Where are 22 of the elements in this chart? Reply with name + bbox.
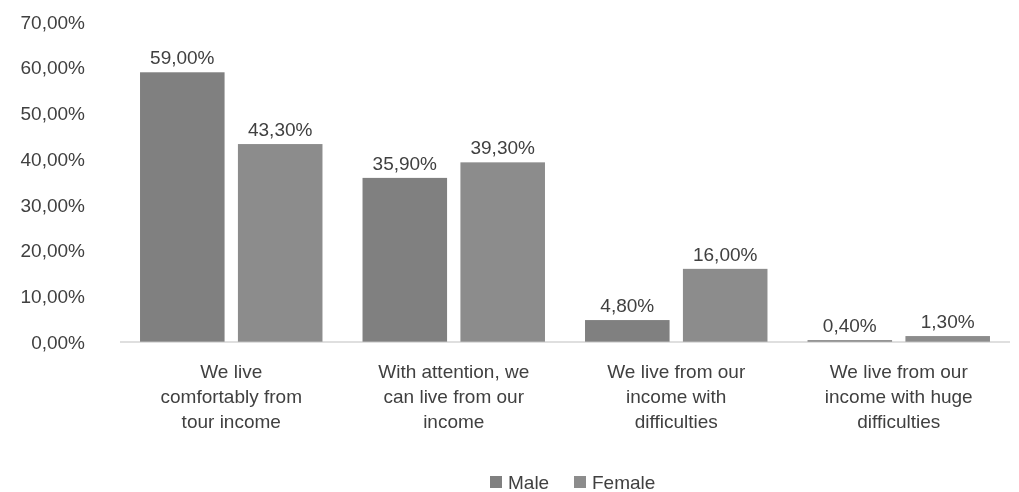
y-tick-label: 40,00% (20, 148, 86, 170)
y-tick-label: 30,00% (20, 194, 86, 216)
y-tick-label: 50,00% (20, 103, 86, 125)
data-label: 43,30% (247, 119, 313, 141)
data-label: 16,00% (692, 243, 758, 265)
data-label: 1,30% (920, 311, 975, 333)
y-tick-label: 10,00% (20, 285, 86, 307)
y-tick-label: 0,00% (31, 331, 86, 353)
y-tick-label: 60,00% (20, 57, 86, 79)
x-tick-label: With attention, we can live from our income (378, 361, 530, 432)
data-label: 4,80% (600, 295, 655, 317)
legend-label: Male (508, 471, 550, 492)
x-tick-label: We live comfortably from tour income (160, 361, 302, 432)
data-label: 35,90% (372, 152, 438, 174)
data-label: 59,00% (150, 47, 215, 69)
y-tick-label: 20,00% (20, 240, 86, 262)
x-tick-label: We live from our income with huge difficulties (824, 361, 973, 432)
x-tick-label: We live from our income with difficulties (607, 361, 746, 432)
data-label: 39,30% (470, 137, 536, 159)
legend-label: Female (592, 471, 656, 492)
data-label: 0,40% (822, 315, 877, 337)
y-tick-label: 70,00% (20, 11, 86, 33)
